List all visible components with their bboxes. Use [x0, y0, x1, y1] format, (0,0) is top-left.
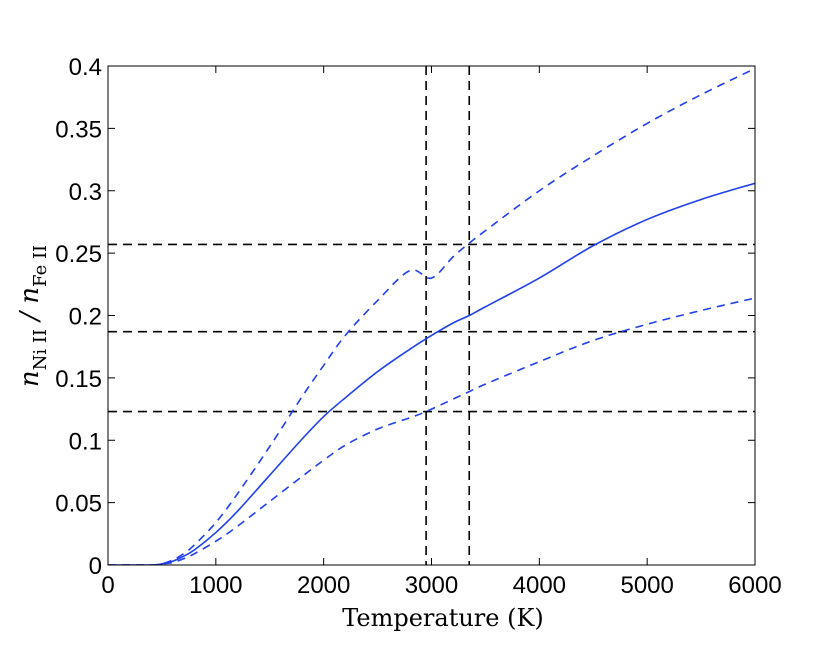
plot-area	[108, 66, 755, 565]
series-line-2	[108, 297, 755, 565]
y-tick-label-0: 0	[89, 553, 102, 580]
x-tick-label-0: 0	[101, 572, 114, 599]
series-line-0	[108, 182, 755, 565]
y-tick-label-6: 0.3	[69, 179, 102, 206]
y-tick-label-3: 0.15	[55, 366, 102, 393]
x-tick-label-1: 1000	[189, 572, 242, 599]
x-tick-label-2: 2000	[297, 572, 350, 599]
y-tick-label-4: 0.2	[69, 304, 102, 331]
y-tick-label-7: 0.35	[55, 116, 102, 143]
data-layer	[108, 66, 755, 565]
x-tick-label-6: 6000	[728, 572, 781, 599]
axes: 0 1000 2000 3000 4000 5000 6000 0 0.05 0.1 0.15 0.2…	[55, 54, 781, 599]
x-axis-title: Temperature (K)	[342, 604, 544, 632]
y-axis-title-numerator-subscript: Ni II	[30, 329, 51, 370]
x-tick-label-3: 3000	[405, 572, 458, 599]
series-line-1	[108, 67, 755, 565]
y-axis-title: nNi II / nFe II	[15, 245, 51, 387]
y-axis-title-separator: /	[15, 304, 45, 329]
y-tick-label-8: 0.4	[69, 54, 102, 81]
x-tick-label-4: 4000	[513, 572, 566, 599]
x-tick-label-5: 5000	[620, 572, 673, 599]
y-axis-title-numerator-symbol: n	[15, 370, 45, 387]
y-axis-title-denominator-subscript: Fe II	[30, 245, 51, 287]
plot-frame	[107, 65, 756, 566]
svg-text:nNi II / nFe II: nNi II / nFe II	[15, 245, 51, 387]
y-tick-label-1: 0.05	[55, 491, 102, 518]
y-tick-label-5: 0.25	[55, 241, 102, 268]
y-tick-label-2: 0.1	[69, 428, 102, 455]
y-axis-title-denominator-symbol: n	[15, 287, 45, 304]
